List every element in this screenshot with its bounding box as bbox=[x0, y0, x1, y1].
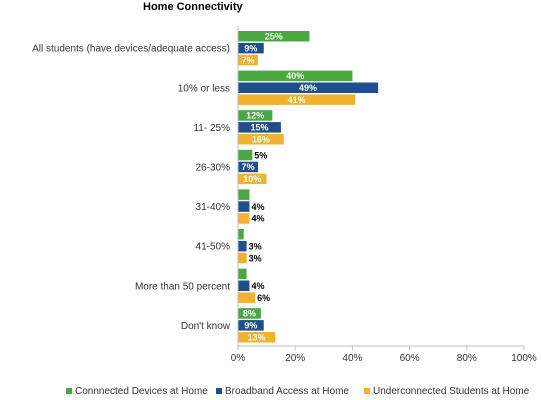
category-label: 26-30% bbox=[196, 162, 231, 173]
x-tick-label: 0% bbox=[231, 353, 246, 364]
x-tick-label: 60% bbox=[400, 353, 420, 364]
category-label: 41-50% bbox=[196, 242, 231, 253]
bar bbox=[238, 292, 256, 303]
legend-label: Connnected Devices at Home bbox=[75, 386, 208, 397]
category-label: 10% or less bbox=[178, 83, 230, 94]
data-label: 9% bbox=[244, 321, 257, 331]
bar bbox=[238, 54, 259, 66]
data-label: 3% bbox=[249, 241, 262, 251]
bar bbox=[238, 134, 284, 145]
data-label: 16% bbox=[252, 135, 270, 145]
chart-title: Home Connectivity bbox=[143, 1, 244, 13]
data-label: 49% bbox=[299, 83, 317, 93]
bar bbox=[238, 70, 353, 82]
data-label: 4% bbox=[251, 281, 264, 291]
bar bbox=[238, 42, 264, 54]
x-tick-label: 40% bbox=[342, 353, 362, 364]
data-label: 25% bbox=[265, 32, 283, 42]
bar bbox=[238, 320, 264, 331]
data-label: 8% bbox=[243, 309, 256, 319]
bar bbox=[238, 308, 261, 319]
bars-group: All students (have devices/adequate acce… bbox=[32, 31, 379, 343]
x-tick-label: 20% bbox=[285, 353, 305, 364]
legend-swatch bbox=[216, 388, 222, 394]
bar bbox=[238, 110, 273, 121]
category-label: Don't know bbox=[181, 321, 231, 332]
bar bbox=[238, 149, 253, 161]
x-axis: 0% 20% 40% 60% 80% 100% bbox=[231, 26, 537, 364]
bar bbox=[238, 201, 250, 212]
bar bbox=[238, 94, 356, 105]
legend: Connnected Devices at Home Broadband Acce… bbox=[66, 386, 530, 397]
bar bbox=[238, 229, 244, 240]
data-label: 3% bbox=[249, 253, 262, 263]
bar bbox=[238, 31, 310, 42]
data-label: 9% bbox=[244, 43, 257, 53]
category-label: All students (have devices/adequate acce… bbox=[32, 44, 230, 55]
data-label: 6% bbox=[257, 293, 270, 303]
data-label: 7% bbox=[242, 162, 255, 172]
legend-swatch bbox=[364, 388, 370, 394]
data-label: 4% bbox=[251, 202, 264, 212]
data-label: 4% bbox=[251, 214, 264, 224]
category-label: 31-40% bbox=[196, 202, 231, 213]
legend-label: Underconnected Students at Home bbox=[373, 386, 530, 397]
data-label: 13% bbox=[248, 333, 266, 343]
category-label: More than 50 percent bbox=[135, 281, 230, 292]
data-label: 5% bbox=[254, 150, 267, 160]
bar bbox=[238, 189, 250, 200]
bar bbox=[238, 173, 267, 185]
data-label: 41% bbox=[288, 95, 306, 105]
data-label: 10% bbox=[243, 174, 261, 184]
data-label: 40% bbox=[286, 71, 304, 81]
bar bbox=[238, 122, 281, 133]
category-label: 11- 25% bbox=[193, 123, 230, 134]
bar bbox=[238, 161, 259, 173]
bar bbox=[238, 332, 276, 343]
bar bbox=[238, 268, 247, 280]
bar bbox=[238, 252, 247, 264]
x-tick-label: 100% bbox=[511, 353, 537, 364]
bar bbox=[238, 82, 379, 93]
x-tick-label: 80% bbox=[457, 353, 477, 364]
data-label: 15% bbox=[250, 123, 268, 133]
bar bbox=[238, 213, 250, 224]
data-label: 7% bbox=[242, 55, 255, 65]
legend-label: Broadband Access at Home bbox=[225, 386, 349, 397]
data-label: 12% bbox=[246, 111, 264, 121]
legend-swatch bbox=[66, 388, 72, 394]
bar bbox=[238, 240, 247, 252]
bar bbox=[238, 280, 250, 291]
